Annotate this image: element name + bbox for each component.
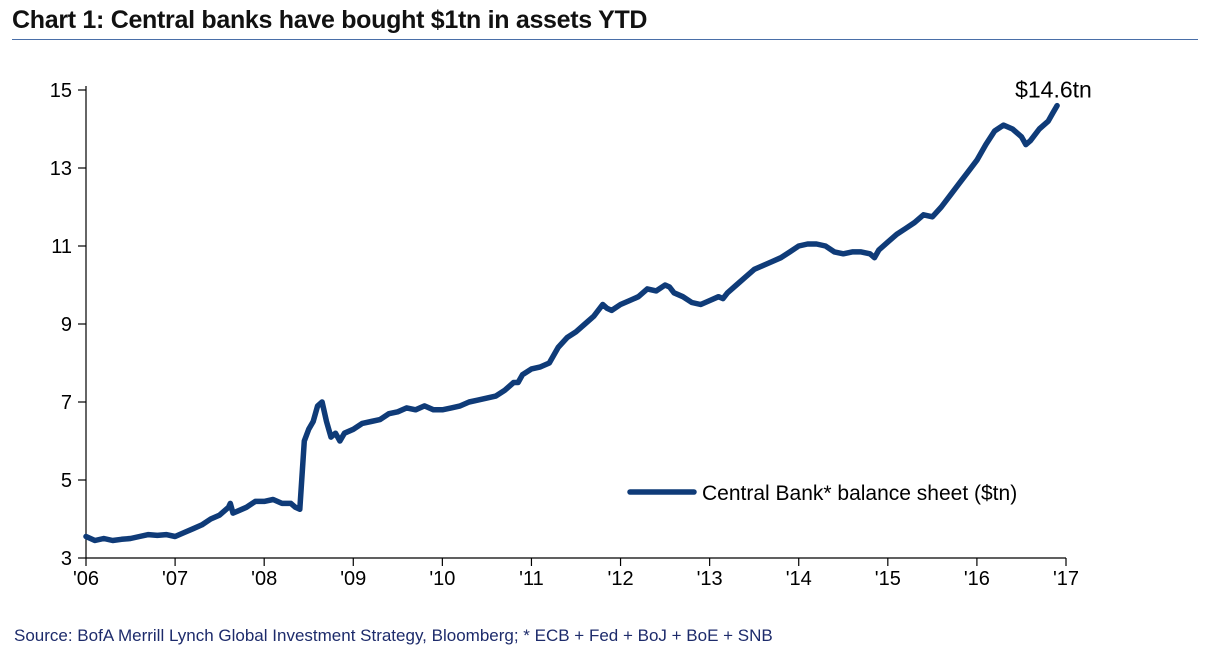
- chart-title: Chart 1: Central banks have bought $1tn …: [12, 6, 648, 34]
- y-tick-label: 11: [51, 236, 72, 258]
- x-tick-label: '10: [429, 568, 455, 590]
- y-tick-label: 13: [50, 158, 72, 180]
- x-tick-label: '16: [964, 568, 990, 590]
- x-tick-label: '08: [251, 568, 277, 590]
- y-tick-label: 9: [61, 314, 72, 336]
- peak-annotation: $14.6tn: [1015, 77, 1092, 103]
- y-tick-label: 7: [61, 392, 72, 414]
- x-tick-label: '11: [519, 568, 544, 590]
- x-tick-label: '14: [786, 568, 812, 590]
- y-tick-label: 3: [61, 548, 72, 570]
- x-tick-label: '12: [608, 568, 634, 590]
- legend-label: Central Bank* balance sheet ($tn): [702, 482, 1017, 505]
- y-tick-label: 15: [50, 80, 72, 102]
- x-tick-label: '07: [162, 568, 188, 590]
- y-tick-label: 5: [61, 470, 72, 492]
- x-tick-label: '13: [697, 568, 723, 590]
- x-tick-label: '06: [73, 568, 99, 590]
- x-tick-label: '09: [340, 568, 366, 590]
- x-tick-label: '15: [875, 568, 901, 590]
- x-tick-label: '17: [1053, 568, 1079, 590]
- source-note: Source: BofA Merrill Lynch Global Invest…: [14, 626, 773, 645]
- series-line: [83, 102, 1060, 544]
- title-underline: [12, 39, 1198, 40]
